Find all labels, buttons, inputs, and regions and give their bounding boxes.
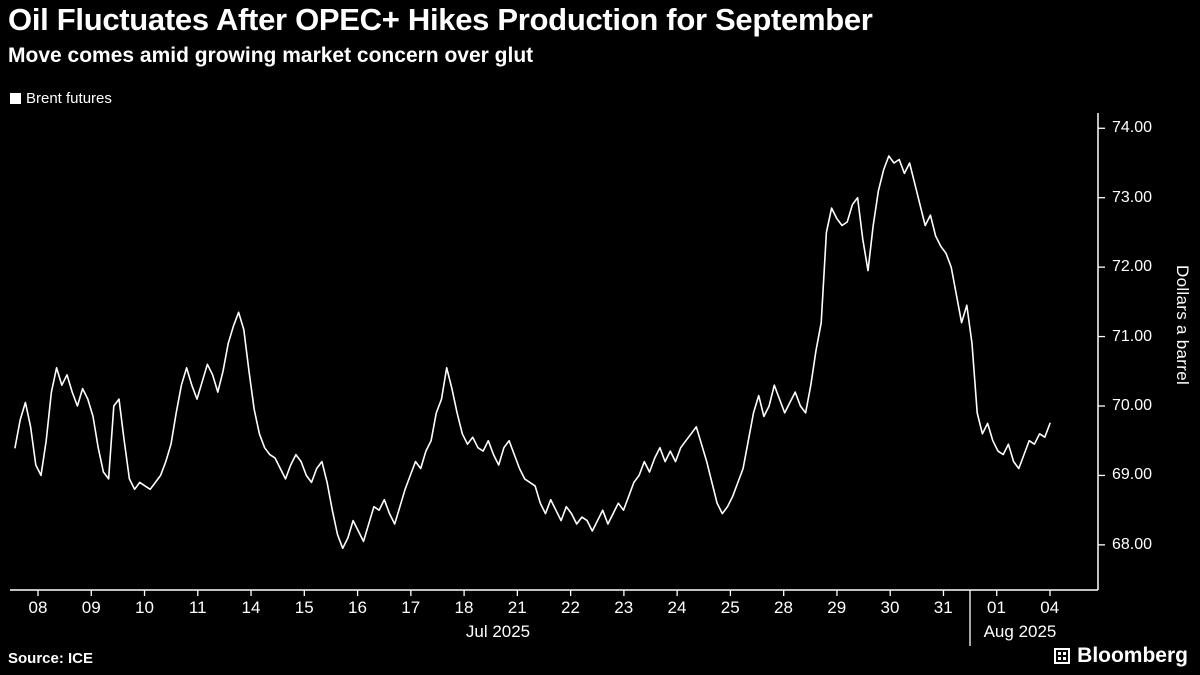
x-tick-label: 25 [720, 598, 740, 617]
x-tick-label: 04 [1040, 598, 1060, 617]
source-text: Source: ICE [8, 650, 94, 667]
y-axis-tick-labels: 74.00 73.00 72.00 71.00 70.00 69.00 68.00 [1112, 113, 1172, 590]
x-tick-label: 24 [667, 598, 687, 617]
y-tick-label: 70.00 [1112, 397, 1153, 414]
legend: Brent futures [10, 90, 112, 107]
legend-label: Brent futures [26, 90, 112, 107]
y-tick-label: 72.00 [1112, 258, 1153, 276]
y-tick-label: 73.00 [1112, 188, 1153, 206]
month-label-aug: Aug 2025 [983, 622, 1057, 641]
x-tick-label: 09 [81, 598, 101, 617]
x-tick-label: 01 [987, 598, 1006, 617]
x-tick-label: 31 [933, 598, 953, 617]
bloomberg-wordmark: Bloomberg [1077, 644, 1188, 667]
x-tick-label: 16 [348, 598, 367, 617]
y-tick-label: 69.00 [1112, 466, 1153, 484]
x-tick-label: 14 [241, 598, 261, 617]
x-tick-label: 21 [507, 598, 527, 617]
x-tick-label: 30 [880, 598, 900, 617]
plot-area [10, 113, 1105, 646]
bloomberg-logo-icon [1054, 648, 1071, 664]
x-tick-label: 28 [774, 598, 793, 617]
y-tick-label: 71.00 [1112, 327, 1153, 345]
x-tick-label: 17 [401, 598, 421, 617]
y-tick-label: 68.00 [1112, 535, 1153, 553]
x-tick-label: 29 [827, 598, 847, 617]
month-label-jul: Jul 2025 [465, 622, 531, 641]
x-tick-label: 18 [454, 598, 474, 617]
x-axis-labels: 08 09 10 11 14 15 16 17 18 21 22 23 24 25 28 29 30 31 01 04 [18, 598, 1070, 618]
chart-title: Oil Fluctuates After OPEC+ Hikes Product… [8, 2, 873, 37]
y-axis-title: Dollars a barrel [1173, 265, 1192, 386]
chart-subtitle: Move comes amid growing market concern o… [8, 44, 534, 67]
chart-canvas [10, 113, 1105, 646]
x-tick-label: 22 [561, 598, 580, 617]
brent-futures-line [14, 155, 1051, 550]
x-tick-label: 11 [188, 598, 207, 617]
x-tick-label: 23 [614, 598, 634, 617]
x-tick-label: 10 [135, 598, 154, 617]
legend-swatch-icon [10, 93, 21, 104]
x-tick-label: 08 [28, 598, 48, 617]
y-tick-label: 74.00 [1112, 119, 1153, 137]
bloomberg-logo: Bloomberg [1054, 644, 1188, 668]
x-tick-label: 15 [294, 598, 314, 617]
